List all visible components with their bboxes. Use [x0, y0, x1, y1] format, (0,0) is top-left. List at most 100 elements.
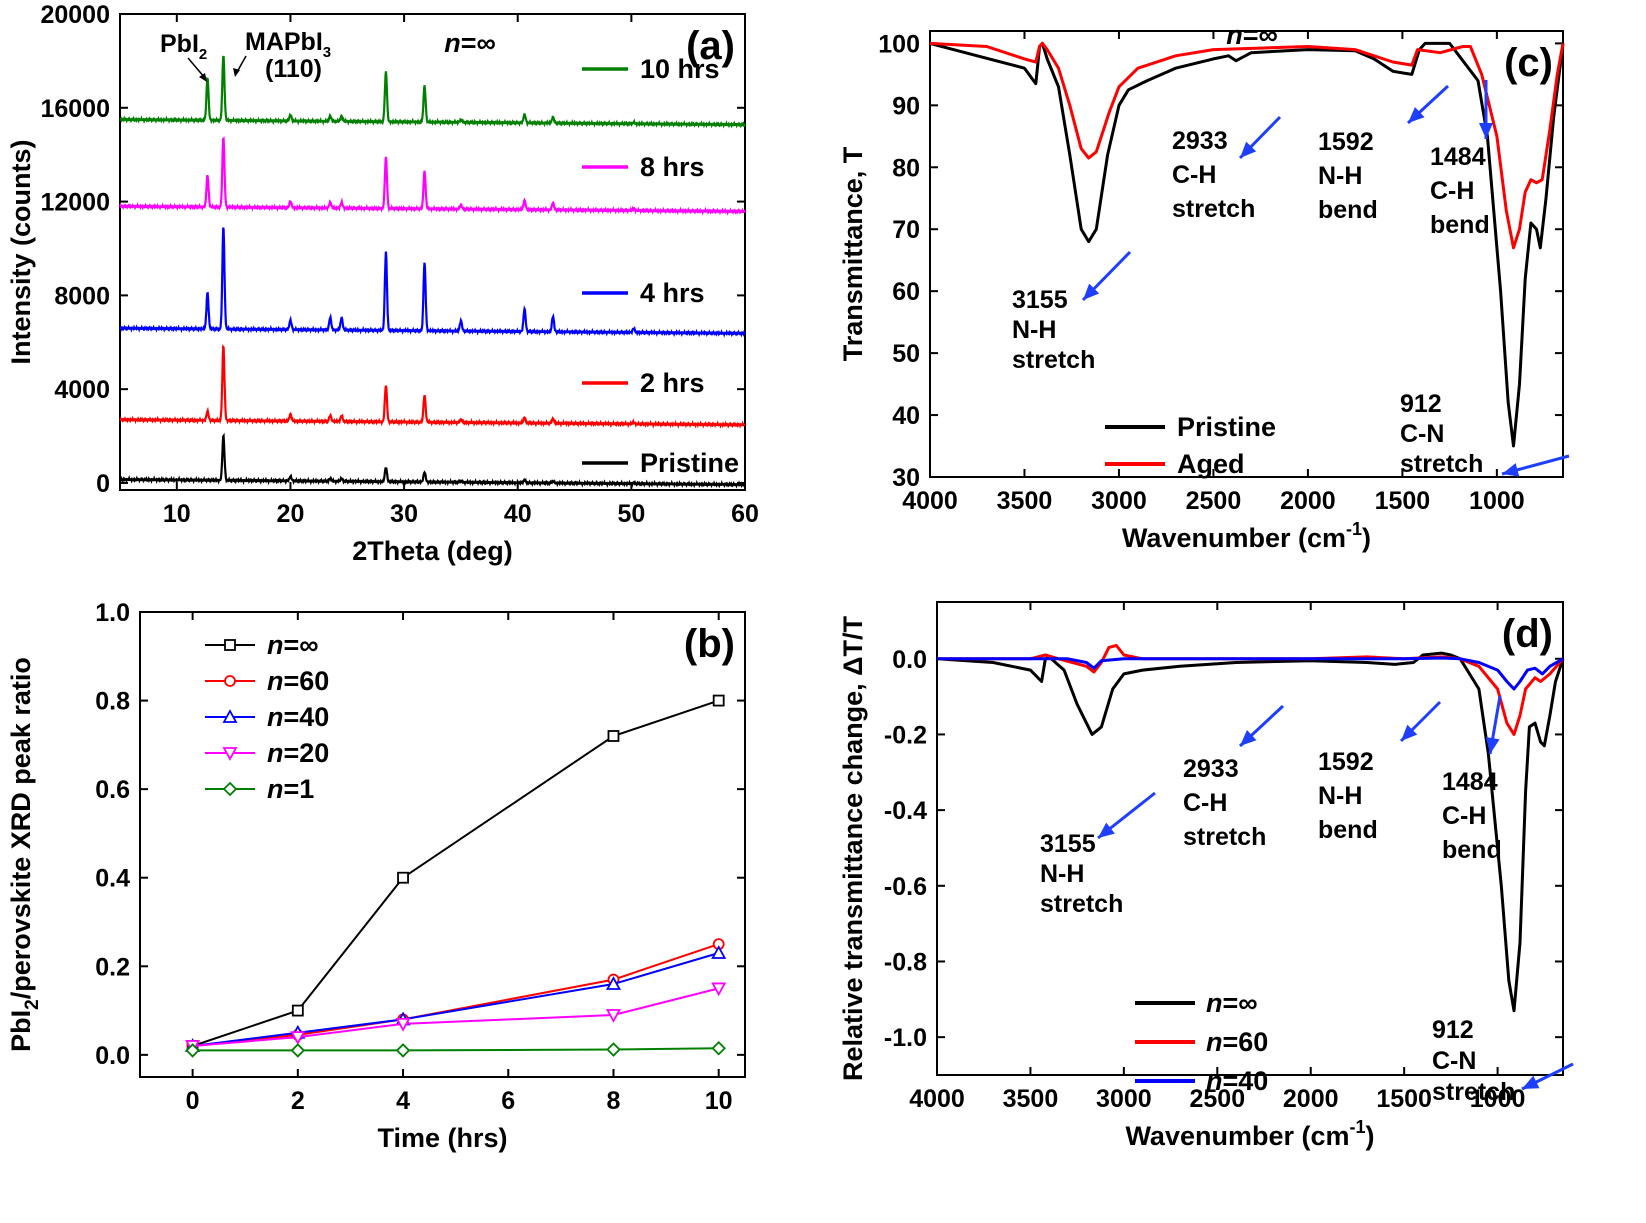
annotation-d-4: C-N [1432, 1047, 1476, 1075]
legend-label-d-2: n=40 [1206, 1066, 1268, 1096]
y-tick-label-c: 60 [892, 278, 920, 306]
series-line-b-1 [192, 943, 720, 1047]
annotation-arrow-c-3-head [1479, 123, 1493, 139]
x-tick-label-a: 30 [390, 500, 418, 528]
annotation-arrow-c-1-head [1240, 141, 1257, 158]
x-tick-label-b: 8 [607, 1087, 621, 1115]
panel-label-b: (b) [684, 622, 735, 666]
series-line-d-0 [936, 651, 1565, 1013]
series-line-c-1 [929, 41, 1565, 250]
annotation-d-2: N-H [1318, 782, 1362, 810]
y-tick-label-c: 70 [892, 216, 920, 244]
legend-marker-b-0 [224, 639, 236, 651]
annotation-arrow-c-0-head [1083, 283, 1100, 300]
data-point-b-0-1 [291, 1004, 304, 1017]
x-tick-label-d: 1000 [1470, 1085, 1526, 1113]
annotation-d-4: stretch [1432, 1078, 1515, 1106]
annotation-c-1: C-H [1172, 161, 1216, 189]
x-tick-label-a: 40 [504, 500, 532, 528]
annotation-arrow-a-0 [187, 57, 206, 79]
y-tick-label-b: 0.2 [95, 953, 130, 981]
annotation-d-3: C-H [1442, 802, 1486, 830]
x-tick-label-b: 4 [396, 1087, 410, 1115]
panel-c-ftir: 4000 3500 3000 2500 2000 1500 1000 30 40 50 60 70 80… [838, 20, 1570, 553]
x-tick-label-a: 60 [731, 500, 759, 528]
legend-marker-b-1 [224, 675, 236, 687]
x-tick-label-d: 3500 [1003, 1085, 1059, 1113]
annotation-c-2: 1592 [1318, 128, 1374, 156]
y-tick-label-a: 8000 [54, 282, 110, 310]
annotation-d-2: 1592 [1318, 748, 1374, 776]
panel-label-d: (d) [1502, 612, 1553, 656]
legend-marker-b-3 [222, 747, 238, 761]
series-line-a-1 [119, 344, 746, 429]
legend-label-d-1: n=60 [1206, 1027, 1268, 1057]
x-tick-label-d: 2500 [1189, 1085, 1245, 1113]
y-tick-label-d: -0.4 [884, 797, 927, 825]
y-tick-label-d: -1.0 [884, 1024, 927, 1052]
annotation-arrow-a-0-head [199, 73, 207, 82]
y-tick-label-a: 0 [96, 470, 110, 498]
x-tick-label-a: 10 [163, 500, 191, 528]
series-line-b-2 [192, 952, 719, 1047]
data-point-b-3-1 [290, 1031, 306, 1046]
plot-frame-a [119, 13, 746, 491]
legend-label-b-1: n=60 [267, 666, 329, 696]
legend-marker-b-4 [222, 781, 238, 797]
y-tick-label-c: 50 [892, 340, 920, 368]
annotation-c-3: bend [1430, 211, 1490, 239]
data-point-b-2-3 [605, 976, 621, 990]
x-axis-label-c: Wavenumber (cm-1) [1122, 519, 1371, 553]
plot-frame-b [139, 611, 746, 1078]
y-axis-label-d: Relative transmittance change, ΔT/T [838, 615, 868, 1081]
x-tick-label-b: 10 [705, 1087, 733, 1115]
annotation-c-2: bend [1318, 196, 1378, 224]
data-point-b-4-1 [290, 1043, 306, 1058]
panel-d-relative: 4000 3500 3000 2500 2000 1500 1000 -1.0 -0.8 -0.6… [838, 601, 1574, 1151]
annotation-d-2: bend [1318, 816, 1378, 844]
legend-label-a-1: 8 hrs [640, 152, 705, 182]
annotation-c-0: N-H [1012, 316, 1056, 344]
data-point-b-3-3 [605, 1009, 621, 1023]
annotation-d-3: 1484 [1442, 768, 1498, 796]
legend-label-b-3: n=20 [267, 738, 329, 768]
annotation-a-1: MAPbI3 [245, 28, 331, 61]
legend-label-c-1: Aged [1177, 449, 1245, 479]
legend-label-a-4: Pristine [640, 448, 739, 478]
annotation-d-0: 3155 [1040, 830, 1096, 858]
annotation-c-2: N-H [1318, 162, 1362, 190]
legend-label-c-0: Pristine [1177, 412, 1276, 442]
y-tick-label-a: 4000 [54, 376, 110, 404]
chart-title-c: n=∞ [1226, 20, 1278, 50]
annotation-arrow-d-0-head [1098, 822, 1115, 838]
panel-label-a: (a) [686, 24, 735, 68]
y-tick-label-c: 40 [892, 402, 920, 430]
y-tick-label-b: 1.0 [95, 599, 130, 627]
legend-label-b-2: n=40 [267, 702, 329, 732]
annotation-c-3: 1484 [1430, 143, 1486, 171]
annotation-arrow-c-2-head [1408, 106, 1425, 123]
annotation-arrow-a-1 [236, 55, 247, 73]
x-tick-label-b: 2 [291, 1087, 305, 1115]
annotation-c-1: 2933 [1172, 127, 1228, 155]
series-line-d-2 [937, 656, 1564, 691]
y-tick-label-d: -0.8 [884, 948, 927, 976]
y-tick-label-a: 20000 [40, 1, 110, 29]
annotation-d-1: stretch [1183, 823, 1266, 851]
data-point-b-4-2 [395, 1043, 411, 1058]
annotation-d-4: 912 [1432, 1016, 1474, 1044]
x-axis-label-b: Time (hrs) [377, 1123, 507, 1153]
series-line-c-0 [929, 41, 1565, 448]
x-tick-label-c: 3500 [997, 487, 1053, 515]
legend-label-d-0: n=∞ [1206, 988, 1258, 1018]
annotation-arrow-d-3-head [1485, 737, 1500, 754]
y-tick-label-d: -0.6 [884, 873, 927, 901]
panel-b-ratio: 0 2 4 6 8 10 0.0 0.2 0.4 0.6 0.8 1.0 (b) PbI2/perovsk… [6, 599, 746, 1153]
y-tick-label-c: 80 [892, 154, 920, 182]
annotation-arrow-c-4-head [1502, 463, 1520, 477]
data-point-b-0-3 [607, 730, 620, 742]
data-point-b-3-4 [711, 982, 727, 997]
series-line-a-2 [119, 227, 746, 338]
data-point-b-2-4 [711, 945, 727, 959]
